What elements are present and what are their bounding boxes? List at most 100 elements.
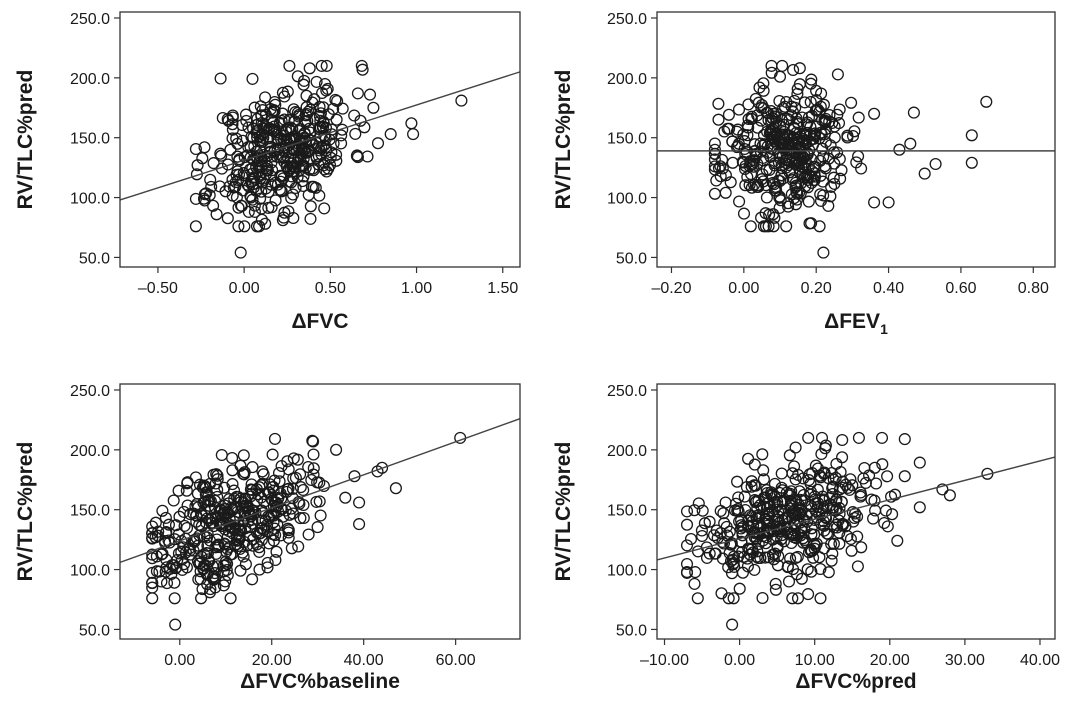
- scatter-point: [752, 551, 765, 565]
- scatter-point: [680, 557, 694, 571]
- scatter-point: [294, 468, 307, 481]
- scatter-point: [825, 180, 838, 193]
- scatter-point: [776, 59, 789, 72]
- scatter-point: [221, 158, 235, 171]
- scatter-point: [239, 108, 253, 121]
- x-tick-label: –0.20: [651, 280, 691, 297]
- scatter-point: [276, 214, 289, 227]
- y-tick-label: 150.0: [607, 131, 647, 148]
- scatter-point: [283, 508, 296, 521]
- scatter-point: [301, 107, 314, 121]
- scatter-point: [785, 100, 798, 113]
- scatter-point: [320, 59, 333, 72]
- scatter-point: [196, 509, 209, 522]
- scatter-point: [296, 175, 309, 188]
- scatter-point: [745, 181, 758, 194]
- scatter-point: [287, 452, 300, 465]
- scatter-point: [888, 488, 902, 501]
- scatter-point: [802, 195, 815, 208]
- scatter-point: [757, 77, 770, 90]
- scatter-point: [735, 536, 748, 549]
- scatter-point: [805, 522, 818, 535]
- scatter-point: [718, 517, 731, 530]
- scatter-point: [236, 118, 249, 132]
- scatter-point: [782, 200, 795, 213]
- scatter-point: [278, 133, 291, 146]
- scatter-point: [191, 487, 204, 500]
- scatter-point: [336, 123, 349, 136]
- scatter-point: [230, 132, 243, 145]
- scatter-point: [804, 95, 817, 109]
- x-tick-label: 0.50: [315, 280, 346, 297]
- scatter-point: [367, 101, 380, 114]
- scatter-point: [845, 544, 858, 557]
- scatter-point: [789, 441, 802, 454]
- scatter-point: [268, 432, 282, 445]
- scatter-point: [204, 173, 217, 186]
- scatter-point: [731, 503, 744, 516]
- scatter-point: [204, 583, 217, 596]
- scatter-point: [868, 107, 881, 120]
- scatter-point: [282, 526, 295, 539]
- scatter-point: [741, 119, 754, 132]
- x-tick-label: –10.00: [640, 652, 689, 669]
- scatter-point: [179, 546, 192, 559]
- y-tick-label: 100.0: [607, 191, 647, 208]
- scatter-point: [205, 180, 218, 193]
- scatter-point: [787, 63, 800, 77]
- scatter-point: [815, 447, 828, 461]
- scatter-point: [751, 502, 764, 515]
- scatter-point: [263, 478, 276, 491]
- scatter-point: [875, 431, 889, 444]
- scatter-point: [275, 459, 288, 473]
- y-tick-label: 200.0: [607, 71, 647, 88]
- y-tick-label: 100.0: [70, 563, 110, 580]
- scatter-point: [162, 534, 175, 547]
- scatter-point: [283, 59, 296, 72]
- scatter-point: [759, 513, 772, 526]
- scatter-point: [233, 153, 246, 166]
- scatter-point: [327, 137, 340, 150]
- x-axis-title: ΔFVC: [291, 310, 348, 333]
- scatter-point: [315, 59, 328, 72]
- scatter-point: [828, 131, 841, 144]
- scatter-point: [680, 518, 694, 531]
- scatter-point: [827, 473, 840, 486]
- scatter-point: [195, 592, 208, 605]
- scatter-point: [703, 515, 716, 528]
- scatter-point: [255, 109, 268, 122]
- scatter-point: [696, 504, 709, 517]
- scatter-point: [210, 208, 223, 221]
- scatter-point: [455, 94, 468, 107]
- scatter-point: [146, 577, 159, 590]
- scatter-point: [177, 558, 191, 571]
- scatter-point: [805, 176, 818, 189]
- scatter-point: [725, 537, 738, 550]
- scatter-point: [306, 162, 319, 175]
- scatter-point: [791, 514, 805, 527]
- scatter-point: [825, 466, 838, 480]
- scatter-point: [339, 491, 352, 504]
- x-tick-label: 20.00: [252, 652, 292, 669]
- scatter-point: [851, 530, 864, 543]
- scatter-point: [695, 524, 708, 537]
- scatter-point: [348, 109, 361, 122]
- scatter-point: [266, 164, 279, 177]
- scatter-point: [826, 116, 839, 129]
- scatter-point: [739, 503, 752, 517]
- scatter-point: [822, 199, 835, 212]
- scatter-point: [292, 540, 305, 553]
- scatter-point: [738, 490, 751, 503]
- x-tick-label: 60.00: [436, 652, 476, 669]
- scatter-point: [407, 128, 420, 141]
- scatter-point: [815, 431, 829, 444]
- scatter-point: [384, 128, 397, 141]
- scatter-point: [835, 164, 848, 177]
- scatter-point: [854, 490, 867, 503]
- scatter-point: [818, 114, 831, 127]
- scatter-point: [793, 62, 806, 75]
- scatter-point: [907, 106, 920, 119]
- scatter-point: [760, 515, 773, 528]
- scatter-point: [708, 147, 721, 161]
- fit-line: [119, 418, 521, 564]
